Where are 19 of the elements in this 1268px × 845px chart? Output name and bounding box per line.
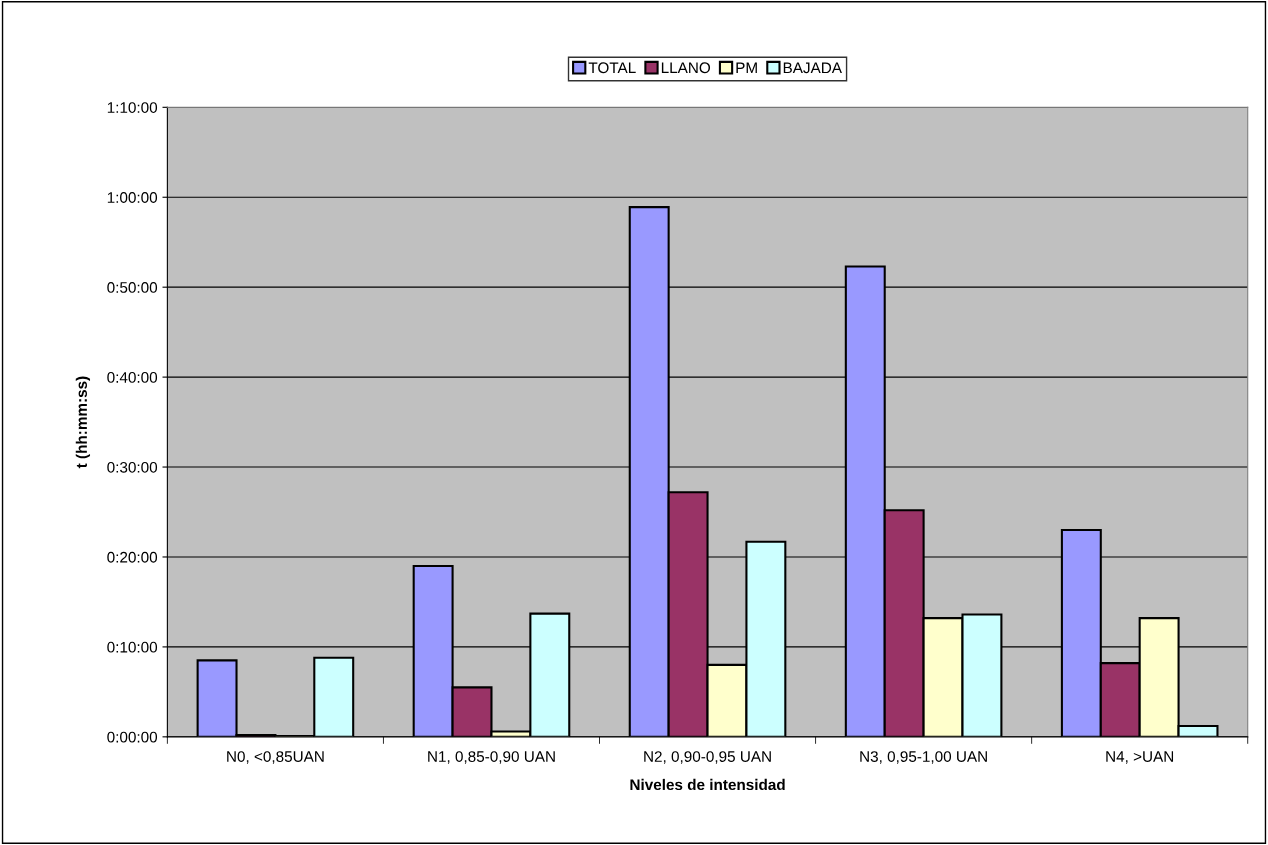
x-axis-title: Niveles de intensidad [630,778,785,791]
x-tick-label: N0, <0,85UAN [227,751,324,764]
y-tick-label: 0:40:00 [107,371,158,383]
y-tick-label: 0:10:00 [107,641,158,653]
legend-label: LLANO [661,62,711,74]
legend-label: PM [736,62,757,74]
y-tick-label: 0:00:00 [107,731,158,743]
legend-label: TOTAL [588,62,636,74]
x-tick-label: N4, >UAN [1106,751,1174,764]
y-tick-label: 1:10:00 [107,102,158,113]
y-tick-label: 0:30:00 [107,461,158,473]
y-tick-label: 1:00:00 [107,192,158,203]
x-tick-label: N2, 0,90-0,95 UAN [644,751,771,764]
x-tick-label: N1, 0,85-0,90 UAN [428,751,555,764]
legend-label: BAJADA [783,62,842,74]
y-tick-label: 0:20:00 [107,551,158,563]
x-tick-label: N3, 0,95-1,00 UAN [860,751,987,764]
y-tick-label: 0:50:00 [107,282,158,293]
y-axis-title: t (hh:mm:ss) [75,376,91,469]
